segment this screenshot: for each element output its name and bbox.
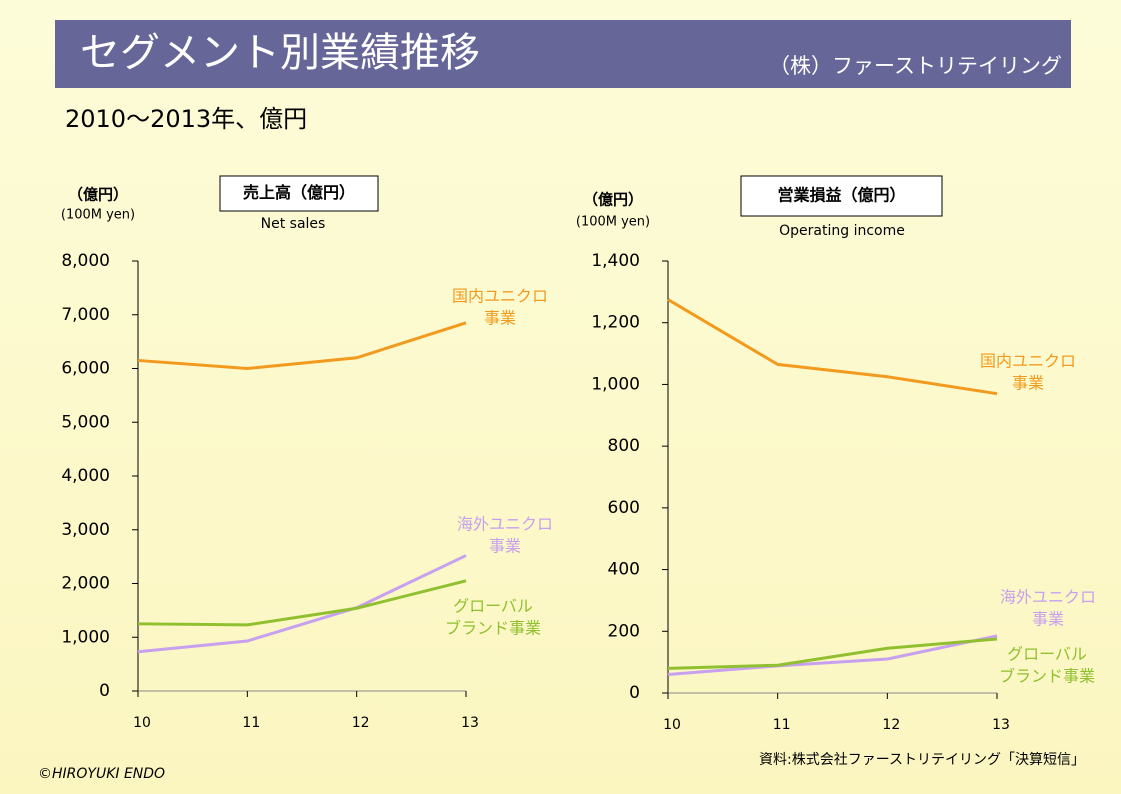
- x-tick-label: 13: [461, 715, 479, 731]
- series-label: 海外ユニクロ: [1000, 588, 1096, 607]
- y-tick-label: 200: [608, 621, 640, 641]
- y-tick-label: 1,000: [61, 627, 110, 647]
- y-tick-label: 4,000: [61, 466, 110, 486]
- source: 資料:株式会社ファーストリテイリング「決算短信」: [759, 752, 1085, 768]
- series-label: 国内ユニクロ: [980, 352, 1076, 371]
- series-line: [667, 298, 998, 396]
- chart-subtitle: Net sales: [261, 216, 326, 232]
- chart-title: 売上高（億円）: [243, 183, 355, 202]
- series-line: [137, 321, 467, 371]
- y-unit-en: (100M yen): [61, 208, 135, 223]
- y-tick-label: 0: [99, 681, 110, 701]
- y-unit: （億円）: [583, 191, 643, 209]
- series-line: [667, 637, 998, 670]
- y-tick-label: 3,000: [61, 520, 110, 540]
- title: セグメント別業績推移: [80, 30, 480, 76]
- company: （株）ファーストリテイリング: [769, 54, 1062, 78]
- series-label: 事業: [1032, 610, 1064, 629]
- x-tick-label: 10: [663, 717, 681, 733]
- title-box: [219, 175, 379, 212]
- series-label: ブランド事業: [999, 667, 1095, 686]
- series-label: 事業: [489, 537, 521, 556]
- copyright: ©HIROYUKI ENDO: [38, 766, 165, 782]
- y-tick-label: 8,000: [61, 251, 110, 271]
- y-tick-label: 0: [629, 683, 640, 703]
- x-tick-label: 11: [773, 717, 791, 733]
- title-box: [740, 175, 943, 217]
- series-line: [137, 579, 467, 627]
- series-label: 事業: [1012, 374, 1044, 393]
- series-label: 事業: [484, 309, 516, 328]
- y-tick-label: 2,000: [61, 574, 110, 594]
- x-tick-label: 12: [882, 717, 900, 733]
- series-label: グローバル: [453, 597, 533, 616]
- header-band: [55, 20, 1071, 88]
- y-tick-label: 400: [608, 560, 640, 580]
- x-tick-label: 10: [133, 715, 151, 731]
- subtitle: 2010～2013年、億円: [65, 105, 307, 133]
- y-tick-label: 6,000: [61, 359, 110, 379]
- x-tick-label: 13: [992, 717, 1010, 733]
- y-tick-label: 800: [608, 436, 640, 456]
- series-line: [667, 634, 998, 676]
- y-tick-label: 5,000: [61, 412, 110, 432]
- y-tick-label: 7,000: [61, 305, 110, 325]
- x-tick-label: 11: [242, 715, 260, 731]
- y-unit-en: (100M yen): [576, 215, 650, 230]
- x-tick-label: 12: [352, 715, 370, 731]
- series-line: [137, 554, 467, 654]
- y-tick-label: 600: [608, 498, 640, 518]
- series-label: ブランド事業: [445, 619, 541, 638]
- chart-subtitle: Operating income: [779, 223, 905, 239]
- series-label: グローバル: [1007, 645, 1087, 664]
- series-label: 国内ユニクロ: [452, 287, 548, 306]
- y-tick-label: 1,200: [591, 313, 640, 333]
- series-label: 海外ユニクロ: [457, 515, 553, 534]
- y-tick-label: 1,400: [591, 251, 640, 271]
- chart-title: 営業損益（億円）: [777, 186, 905, 205]
- y-unit: （億円）: [68, 186, 128, 204]
- y-tick-label: 1,000: [591, 374, 640, 394]
